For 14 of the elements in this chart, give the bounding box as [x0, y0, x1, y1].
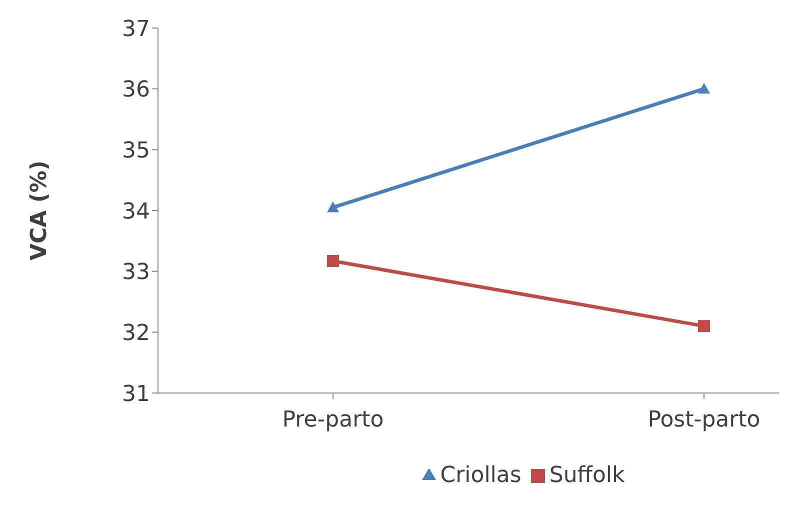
y-tick-label: 35 — [122, 138, 150, 164]
y-tick-label: 36 — [122, 78, 150, 103]
legend-label: Criollas — [440, 463, 522, 488]
y-tick-label: 37 — [122, 16, 150, 42]
point — [327, 254, 339, 267]
y-tick-label: 32 — [122, 320, 150, 346]
y-tick-label: 34 — [122, 199, 150, 224]
point — [698, 320, 710, 332]
y-tick-label: 31 — [122, 382, 150, 407]
legend-label: Suffolk — [549, 463, 625, 488]
y-tick-label: 33 — [122, 260, 150, 286]
x-tick-label: Pre-parto — [282, 408, 384, 433]
x-tick-label: Post-parto — [648, 408, 760, 433]
y-axis-title: VCA (%) — [26, 160, 52, 261]
